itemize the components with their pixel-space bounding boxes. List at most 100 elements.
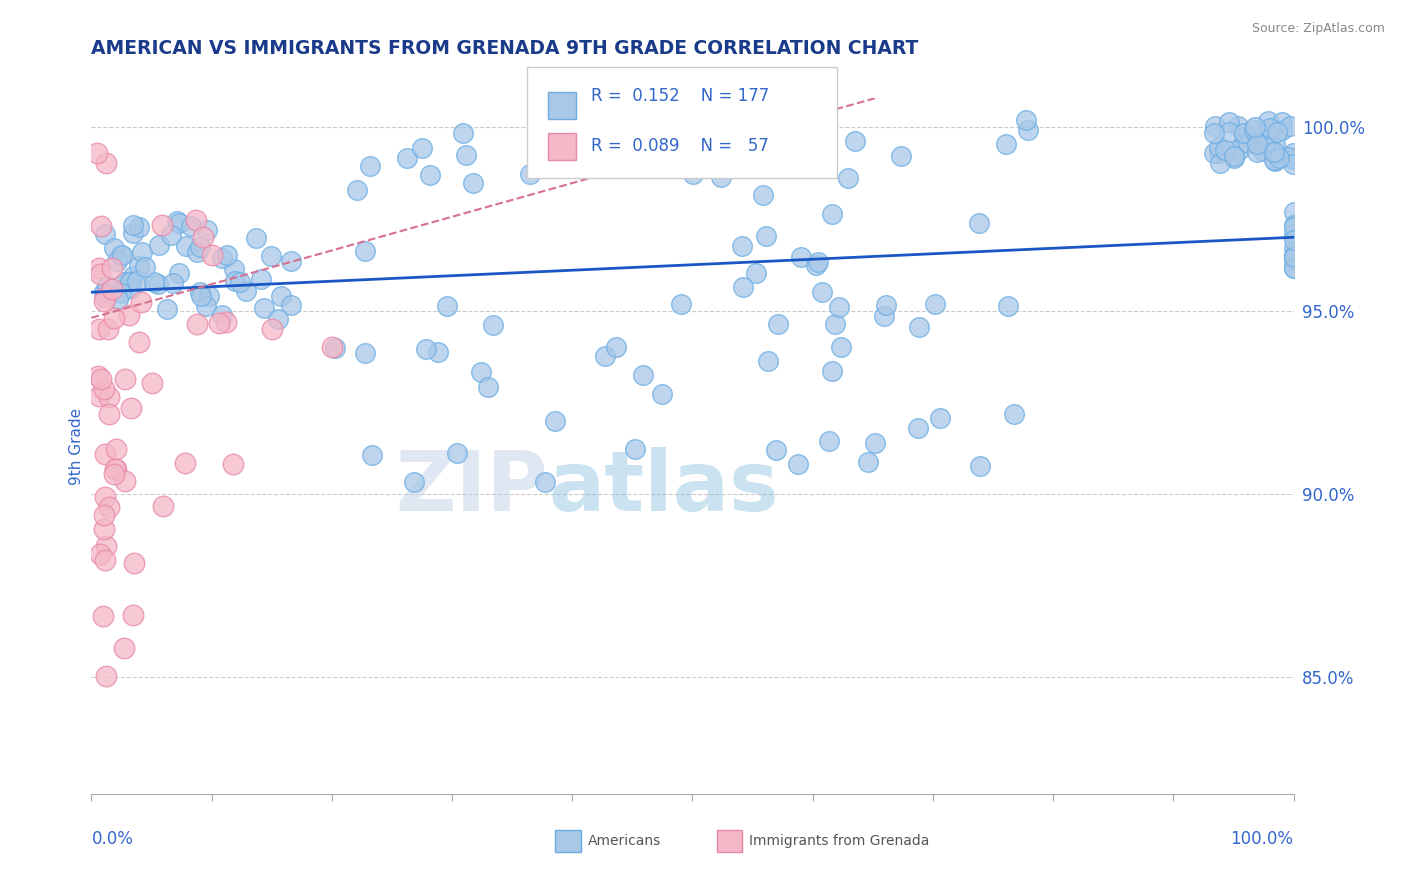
Point bbox=[117, 308, 139, 322]
Point bbox=[1208, 145, 1230, 160]
Point bbox=[150, 218, 173, 232]
Point bbox=[260, 322, 283, 336]
Point bbox=[87, 369, 110, 384]
Point bbox=[229, 276, 252, 290]
Text: atlas: atlas bbox=[548, 447, 779, 528]
Point bbox=[101, 282, 124, 296]
Point bbox=[89, 547, 111, 561]
Point bbox=[267, 312, 290, 326]
Point bbox=[359, 159, 381, 173]
Point bbox=[1246, 136, 1268, 151]
Point bbox=[789, 250, 811, 264]
Point bbox=[426, 344, 449, 359]
Point bbox=[810, 285, 832, 299]
Point bbox=[188, 240, 211, 254]
Point bbox=[929, 410, 952, 425]
Point bbox=[152, 500, 174, 514]
Point bbox=[120, 276, 142, 290]
Point bbox=[208, 316, 231, 330]
Point bbox=[995, 136, 1018, 151]
Point bbox=[682, 167, 704, 181]
Point bbox=[1267, 125, 1289, 139]
Point bbox=[534, 475, 557, 490]
Point bbox=[103, 311, 125, 326]
Point bbox=[280, 253, 302, 268]
Text: Americans: Americans bbox=[588, 834, 661, 848]
Point bbox=[519, 167, 541, 181]
Point bbox=[1246, 145, 1268, 159]
Point bbox=[1202, 146, 1225, 161]
Point bbox=[93, 285, 115, 299]
Point bbox=[651, 387, 673, 401]
Point bbox=[415, 342, 437, 356]
Point bbox=[354, 346, 377, 360]
Point bbox=[752, 187, 775, 202]
Point bbox=[94, 490, 117, 504]
Point bbox=[799, 119, 821, 133]
Point bbox=[93, 553, 115, 567]
Point bbox=[969, 459, 991, 474]
Point bbox=[1282, 218, 1305, 232]
Point bbox=[595, 349, 617, 363]
Text: ZIP: ZIP bbox=[395, 447, 548, 528]
Point bbox=[477, 380, 499, 394]
Point bbox=[323, 341, 346, 355]
Point bbox=[1208, 156, 1230, 170]
Point bbox=[1264, 153, 1286, 168]
Point bbox=[110, 248, 132, 262]
Point bbox=[128, 220, 150, 235]
Point bbox=[90, 219, 112, 233]
Point bbox=[1282, 250, 1305, 264]
Point bbox=[1278, 119, 1301, 133]
Point bbox=[1268, 151, 1291, 165]
Point bbox=[1263, 153, 1285, 167]
Point bbox=[1263, 145, 1285, 159]
Point bbox=[544, 414, 567, 428]
Point bbox=[280, 298, 302, 312]
Point bbox=[90, 372, 112, 386]
Point bbox=[620, 144, 643, 158]
Point bbox=[96, 279, 118, 293]
Point bbox=[756, 354, 779, 368]
Point bbox=[1281, 145, 1303, 160]
Point bbox=[624, 442, 647, 456]
Point bbox=[259, 250, 281, 264]
Point bbox=[195, 223, 218, 237]
Point bbox=[967, 216, 990, 230]
Point bbox=[121, 226, 143, 240]
Point bbox=[190, 289, 212, 303]
Point bbox=[89, 267, 111, 281]
Point bbox=[98, 408, 121, 422]
Point bbox=[1208, 140, 1230, 154]
Point bbox=[1251, 144, 1274, 158]
Point bbox=[1218, 115, 1240, 129]
Point bbox=[1218, 125, 1240, 139]
Point bbox=[105, 254, 128, 268]
Point bbox=[93, 522, 115, 536]
Point bbox=[1281, 152, 1303, 166]
Point bbox=[174, 456, 197, 470]
Point bbox=[997, 299, 1019, 313]
Point bbox=[731, 239, 754, 253]
Point bbox=[94, 540, 117, 554]
Point bbox=[821, 363, 844, 377]
Point bbox=[198, 289, 221, 303]
Text: Immigrants from Grenada: Immigrants from Grenada bbox=[749, 834, 929, 848]
Point bbox=[419, 168, 441, 182]
Point bbox=[1282, 204, 1305, 219]
Point bbox=[1002, 407, 1025, 421]
Point bbox=[1282, 260, 1305, 275]
Point bbox=[766, 317, 789, 331]
Point bbox=[97, 500, 120, 514]
Point bbox=[194, 299, 217, 313]
Y-axis label: 9th Grade: 9th Grade bbox=[69, 408, 84, 484]
Point bbox=[1257, 114, 1279, 128]
Point bbox=[482, 318, 505, 332]
Point bbox=[94, 290, 117, 304]
Point bbox=[221, 457, 243, 471]
Point bbox=[354, 244, 377, 258]
Point bbox=[167, 216, 190, 230]
Point bbox=[395, 151, 418, 165]
Point bbox=[804, 258, 827, 272]
Point bbox=[94, 447, 117, 461]
